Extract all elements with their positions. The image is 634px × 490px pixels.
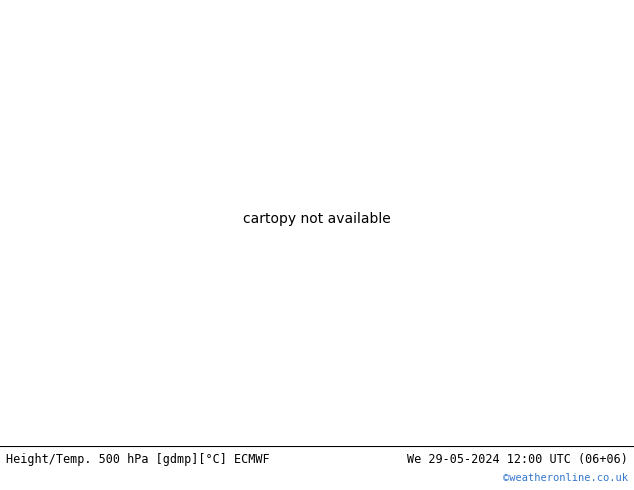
Text: cartopy not available: cartopy not available [243, 212, 391, 226]
Text: ©weatheronline.co.uk: ©weatheronline.co.uk [503, 473, 628, 483]
Text: Height/Temp. 500 hPa [gdmp][°C] ECMWF: Height/Temp. 500 hPa [gdmp][°C] ECMWF [6, 453, 269, 466]
Text: We 29-05-2024 12:00 UTC (06+06): We 29-05-2024 12:00 UTC (06+06) [407, 453, 628, 466]
